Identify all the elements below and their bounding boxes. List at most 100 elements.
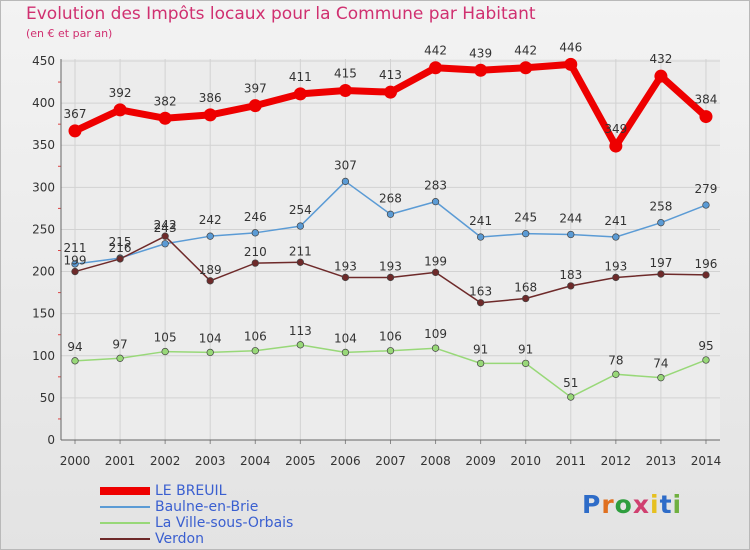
y-tick-label: 450: [32, 54, 55, 68]
legend-label: LE BREUIL: [155, 483, 227, 499]
data-point: [567, 393, 575, 401]
legend-swatch: [100, 522, 150, 524]
x-tick-label: 2003: [195, 454, 226, 468]
data-point: [161, 347, 169, 356]
chart-subtitle: (en € et par an): [26, 27, 113, 40]
data-label: 349: [604, 122, 627, 136]
data-point: [68, 124, 82, 138]
data-point: [431, 198, 440, 206]
data-label: 241: [604, 214, 627, 228]
data-label: 279: [695, 182, 718, 196]
data-label: 246: [244, 210, 267, 224]
data-label: 211: [289, 244, 312, 258]
x-tick-label: 2005: [285, 454, 316, 468]
data-point: [248, 99, 262, 113]
data-label: 91: [473, 342, 488, 356]
data-point: [429, 61, 443, 75]
data-label: 91: [518, 342, 533, 356]
data-label: 432: [649, 52, 672, 66]
logo-letter: i: [672, 490, 683, 519]
data-point: [609, 139, 623, 153]
x-tick-label: 2009: [465, 454, 496, 468]
data-point: [654, 69, 668, 83]
x-tick-label: 2002: [150, 454, 181, 468]
data-label: 307: [334, 158, 357, 172]
x-tick-label: 2000: [60, 454, 91, 468]
y-tick-label: 200: [32, 265, 55, 279]
data-point: [341, 177, 350, 186]
data-label: 183: [559, 268, 582, 282]
data-label: 104: [199, 331, 222, 345]
x-tick-label: 2004: [240, 454, 271, 468]
data-point: [657, 219, 665, 227]
data-point: [251, 229, 259, 237]
x-tick-label: 2006: [330, 454, 361, 468]
y-tick-label: 250: [32, 222, 55, 236]
data-label: 210: [244, 245, 267, 259]
x-tick-label: 2011: [555, 454, 586, 468]
data-point: [519, 61, 533, 75]
data-label: 245: [514, 211, 537, 225]
proxiti-logo: Proxiti: [582, 490, 682, 519]
data-point: [431, 268, 440, 277]
data-point: [476, 359, 485, 368]
data-label: 104: [334, 331, 357, 345]
logo-letter: r: [601, 490, 615, 519]
data-point: [476, 233, 485, 241]
y-tick-label: 150: [32, 307, 55, 321]
y-tick-label: 400: [32, 96, 55, 110]
data-label: 384: [695, 93, 718, 107]
data-point: [161, 240, 169, 248]
data-point: [567, 230, 575, 239]
data-label: 106: [379, 330, 402, 344]
data-label: 215: [109, 235, 132, 249]
data-point: [383, 85, 397, 99]
data-point: [474, 63, 488, 77]
data-point: [341, 348, 350, 357]
data-label: 392: [109, 86, 132, 100]
data-point: [293, 87, 307, 101]
data-point: [158, 111, 172, 125]
logo-letter: x: [632, 490, 650, 519]
legend-swatch: [100, 538, 150, 540]
data-point: [206, 277, 214, 285]
legend-label: Verdon: [155, 531, 204, 547]
data-point: [657, 374, 665, 382]
legend-label: La Ville-sous-Orbais: [155, 515, 294, 531]
data-point: [476, 299, 485, 307]
data-label: 397: [244, 82, 267, 96]
logo-letter: o: [614, 490, 633, 519]
logo-letter: P: [582, 490, 602, 519]
data-point: [386, 210, 395, 218]
data-label: 242: [154, 218, 177, 232]
data-label: 105: [154, 331, 177, 345]
legend-label: Baulne-en-Brie: [155, 499, 259, 515]
data-label: 78: [608, 353, 623, 367]
data-label: 243: [154, 221, 177, 235]
data-label: 197: [649, 256, 672, 270]
data-label: 196: [695, 257, 718, 271]
data-label: 413: [379, 68, 402, 82]
data-label: 241: [469, 214, 492, 228]
data-label: 95: [698, 339, 713, 353]
data-label: 74: [653, 357, 668, 371]
data-point: [522, 359, 530, 368]
data-label: 199: [424, 254, 447, 268]
data-label: 193: [604, 259, 627, 273]
data-label: 268: [379, 191, 402, 205]
data-label: 216: [109, 241, 132, 255]
x-tick-label: 2014: [691, 454, 722, 468]
data-point: [71, 267, 79, 276]
data-label: 283: [424, 179, 447, 193]
data-point: [522, 230, 530, 238]
x-tick-label: 2013: [646, 454, 677, 468]
data-point: [113, 103, 127, 117]
x-tick-label: 2007: [375, 454, 406, 468]
data-label: 168: [514, 281, 537, 295]
data-point: [296, 222, 305, 230]
data-point: [116, 255, 124, 263]
data-point: [702, 201, 710, 209]
data-point: [612, 273, 620, 282]
x-tick-label: 2010: [510, 454, 541, 468]
